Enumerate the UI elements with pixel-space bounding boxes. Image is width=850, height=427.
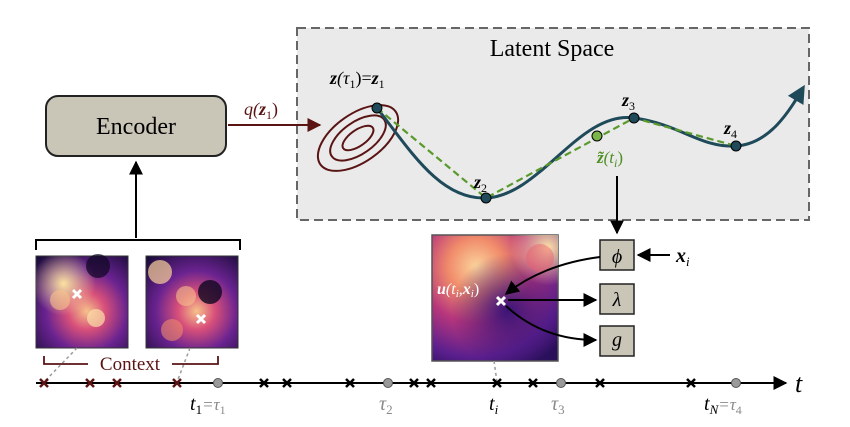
g-box	[599, 325, 635, 357]
decoder-heatmap-cross	[495, 295, 507, 307]
latent-space-box	[296, 27, 810, 221]
z3-label: z3	[621, 90, 635, 113]
phi-to-point-arrow	[504, 256, 601, 295]
context-connector-2	[176, 347, 191, 383]
context-heatmap-1	[35, 254, 129, 349]
context-crosses	[39, 378, 182, 388]
context-label: Context	[100, 354, 161, 375]
u-label: u(ti,xi)	[437, 281, 479, 300]
ti-label: ti	[489, 393, 499, 417]
z1-point	[371, 102, 383, 114]
tau2-label: τ2	[379, 393, 393, 417]
z-tau1-label: z(τ1)=z1	[329, 68, 385, 91]
tau-dots	[213, 378, 741, 388]
lambda-box	[599, 283, 635, 315]
context-bracket	[35, 239, 241, 250]
z3-point	[628, 112, 640, 124]
z2-point	[480, 192, 492, 204]
phi-box	[599, 239, 635, 271]
lambda-label: λ	[612, 289, 622, 311]
t1-label: t1=τ1	[190, 393, 226, 417]
ztilde-label: z̃(ti)	[596, 148, 623, 170]
tN-label: tN=τ4	[704, 393, 742, 417]
xi-label: xi	[675, 245, 690, 269]
z2-label: z2	[473, 172, 487, 195]
interpolation-dashed	[376, 107, 737, 200]
time-axis-label: t	[795, 369, 803, 398]
target-crosses	[259, 378, 696, 388]
latent-trajectory	[375, 84, 805, 200]
encoder-label: Encoder	[96, 114, 176, 140]
q-label: q(z1)	[244, 99, 278, 122]
context-connector-1	[43, 347, 78, 383]
context-heatmap-1-cross	[71, 288, 83, 300]
latent-space-title: Latent Space	[490, 36, 615, 62]
g-label: g	[612, 329, 622, 351]
context-heatmap-2	[145, 255, 239, 349]
point-to-g-arrow	[505, 305, 598, 347]
decoder-heatmap	[431, 234, 559, 362]
ztilde-point	[591, 130, 603, 142]
z4-label: z4	[723, 118, 737, 141]
z4-point	[730, 140, 742, 152]
encoder-box	[45, 95, 227, 157]
phi-label: ϕ	[612, 246, 622, 268]
tau3-label: τ3	[551, 393, 565, 417]
context-heatmap-2-cross	[195, 313, 207, 325]
